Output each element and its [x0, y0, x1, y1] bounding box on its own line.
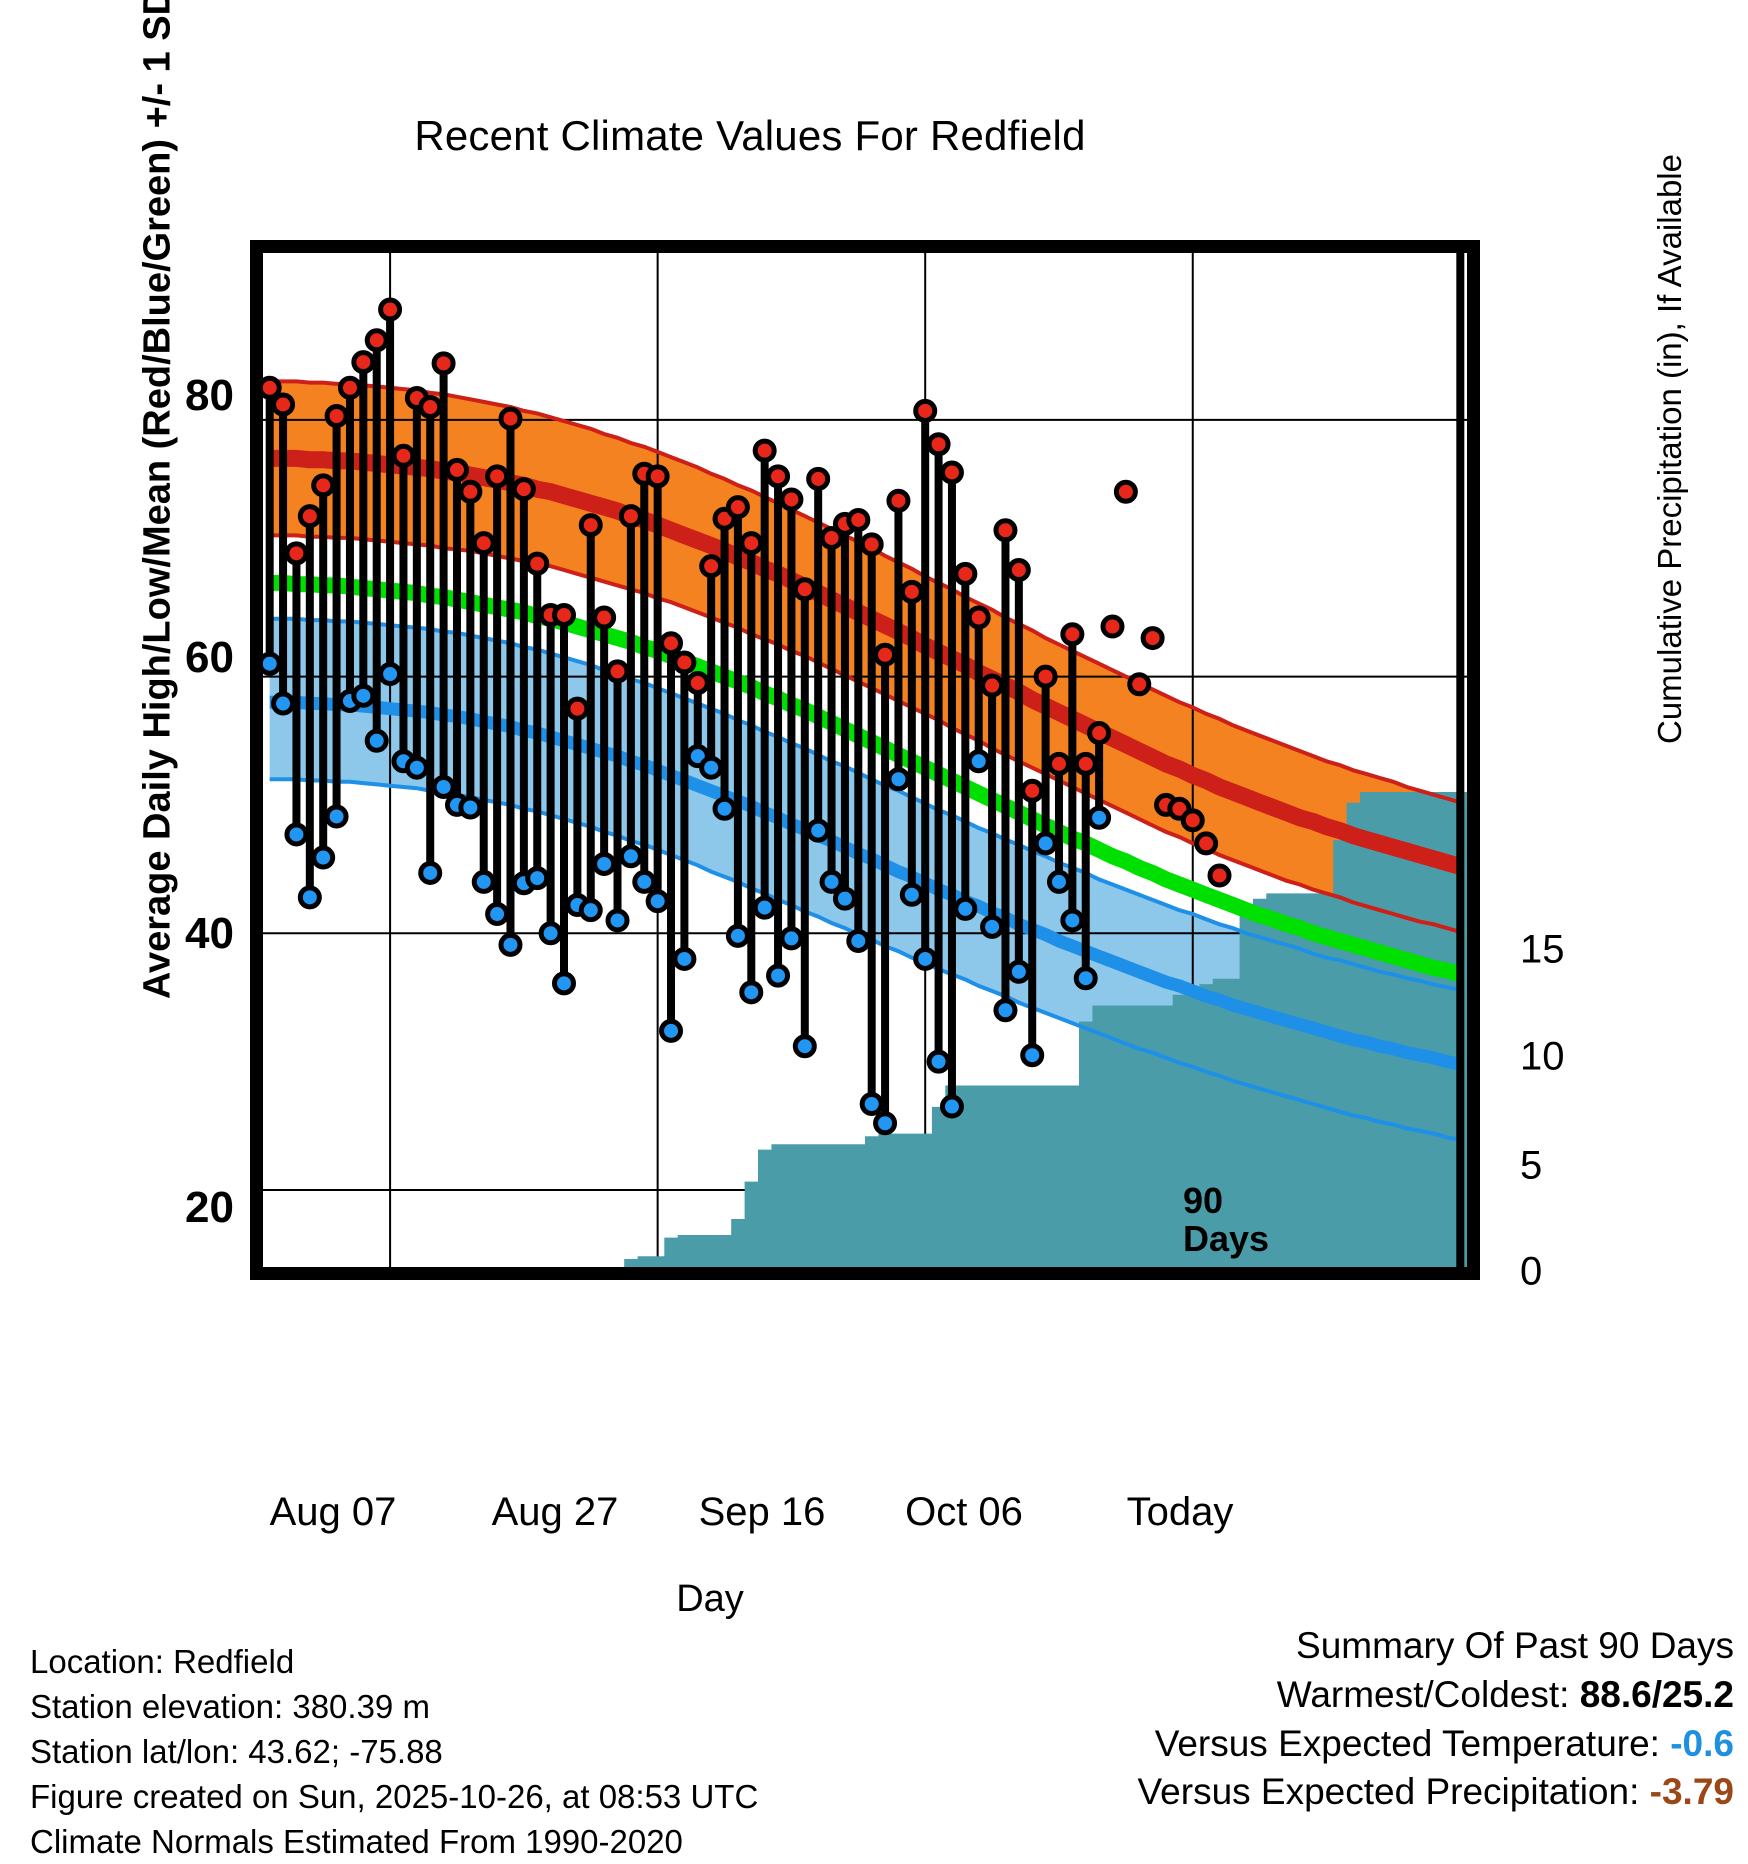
meta-location: Location: Redfield — [30, 1640, 758, 1685]
climate-chart-svg — [263, 253, 1467, 1267]
summary-warmest-coldest: Warmest/Coldest: 88.6/25.2 — [1138, 1671, 1734, 1720]
summary-vs-precip: Versus Expected Precipitation: -3.79 — [1138, 1768, 1734, 1817]
meta-elevation: Station elevation: 380.39 m — [30, 1685, 758, 1730]
y-tick-60: 60 — [185, 633, 234, 683]
x-tick-sep-16: Sep 16 — [699, 1490, 826, 1535]
y2-tick-10: 10 — [1520, 1035, 1565, 1080]
y2-tick-0: 0 — [1520, 1250, 1542, 1295]
y-tick-40: 40 — [185, 909, 234, 959]
summary-vs-precip-label: Versus Expected Precipitation: — [1138, 1771, 1640, 1812]
summary-block: Summary Of Past 90 Days Warmest/Coldest:… — [1138, 1622, 1734, 1817]
today-annotation: 90 Days — [1183, 1182, 1269, 1258]
summary-heading: Summary Of Past 90 Days — [1138, 1622, 1734, 1671]
summary-vs-precip-value: -3.79 — [1650, 1771, 1734, 1812]
x-tick-oct-06: Oct 06 — [905, 1490, 1023, 1535]
y-axis-left-ticks: 80 60 40 20 — [96, 0, 234, 1100]
y2-tick-15: 15 — [1520, 928, 1565, 973]
summary-warmest-coldest-label: Warmest/Coldest: — [1277, 1674, 1570, 1715]
today-annotation-line1: 90 — [1183, 1182, 1269, 1220]
y-tick-20: 20 — [185, 1183, 234, 1233]
summary-vs-temp-value: -0.6 — [1670, 1723, 1734, 1764]
y-tick-80: 80 — [185, 371, 234, 421]
metadata-block: Location: Redfield Station elevation: 38… — [30, 1640, 758, 1864]
today-annotation-line2: Days — [1183, 1220, 1269, 1258]
x-tick-today: Today — [1127, 1490, 1234, 1535]
y-axis-right-label: Cumulative Precipitation (in), If Availa… — [1651, 0, 1689, 999]
meta-created: Figure created on Sun, 2025-10-26, at 08… — [30, 1775, 758, 1820]
summary-warmest-coldest-value: 88.6/25.2 — [1580, 1674, 1734, 1715]
x-tick-aug-07: Aug 07 — [270, 1490, 397, 1535]
meta-normals: Climate Normals Estimated From 1990-2020 — [30, 1820, 758, 1864]
summary-vs-temp-label: Versus Expected Temperature: — [1155, 1723, 1660, 1764]
x-axis-label: Day — [560, 1578, 860, 1621]
meta-latlon: Station lat/lon: 43.62; -75.88 — [30, 1730, 758, 1775]
chart-plot-area — [250, 240, 1480, 1280]
summary-vs-temp: Versus Expected Temperature: -0.6 — [1138, 1720, 1734, 1769]
x-tick-aug-27: Aug 27 — [492, 1490, 619, 1535]
y2-tick-5: 5 — [1520, 1144, 1542, 1189]
y-axis-right-ticks: 15 10 5 0 — [1520, 0, 1640, 1400]
